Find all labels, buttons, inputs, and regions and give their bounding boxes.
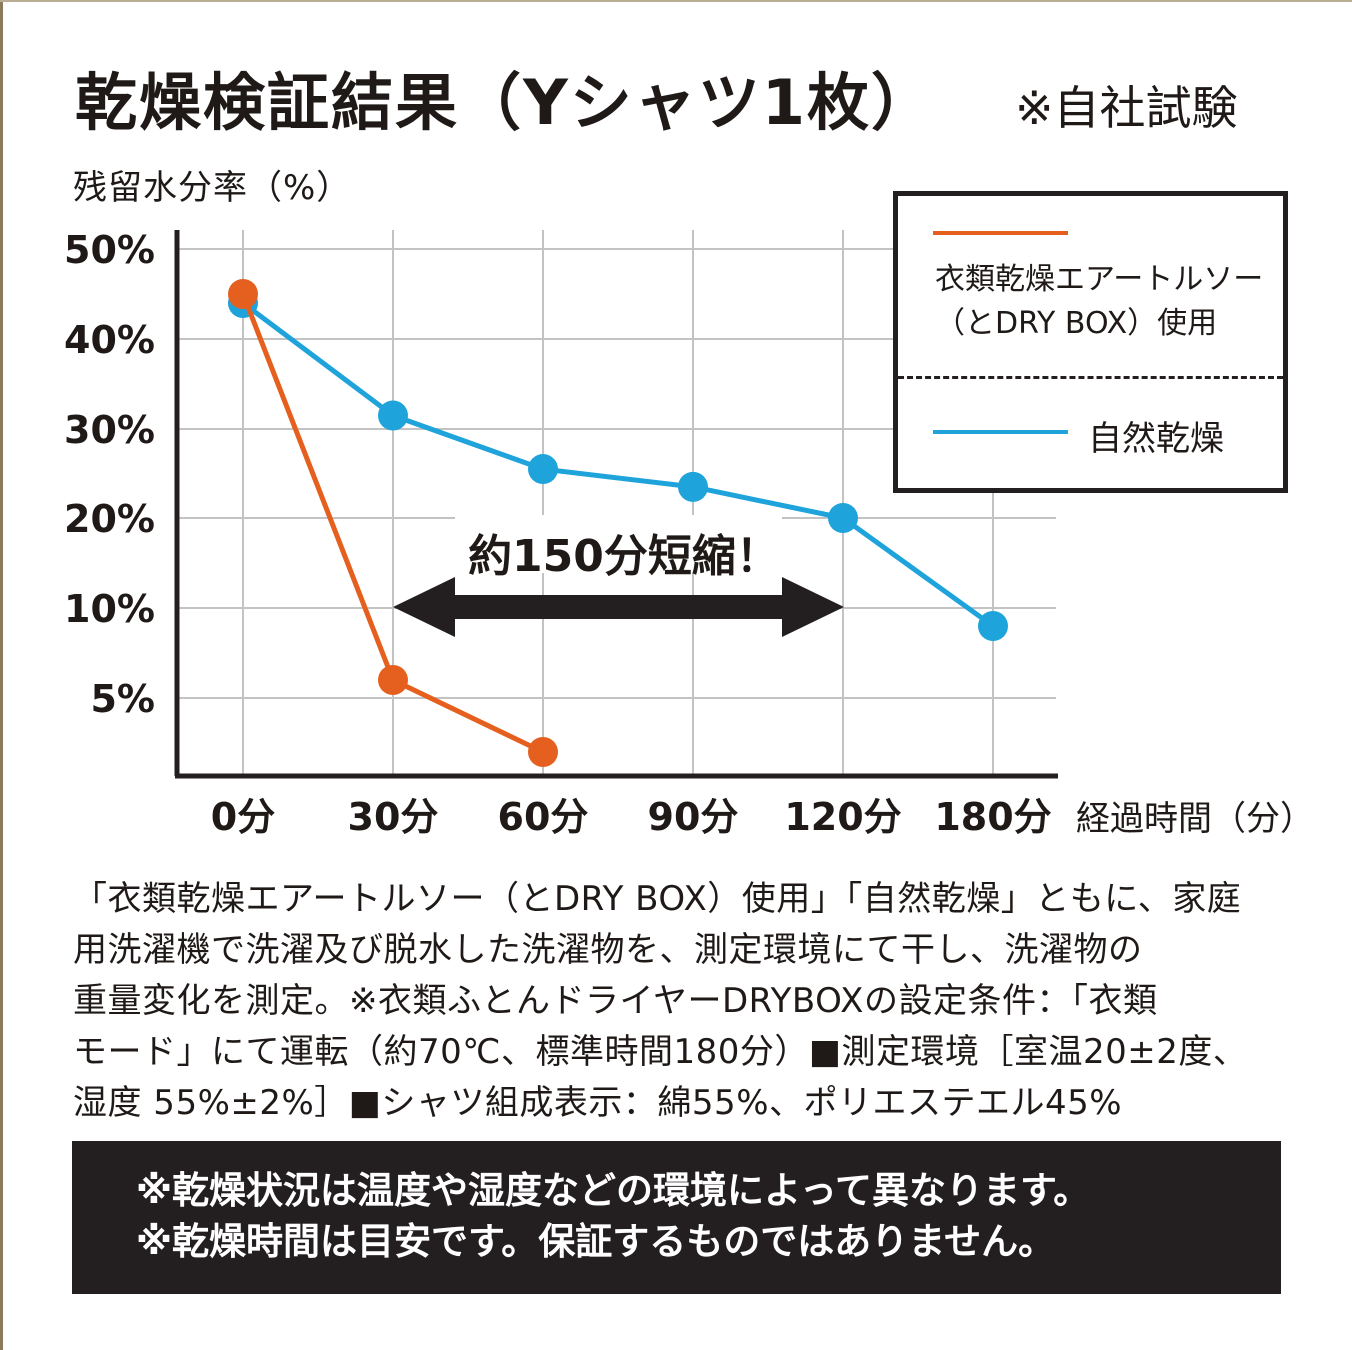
legend-divider (898, 376, 1283, 379)
data-point-natural (678, 471, 708, 502)
data-point-dry-box (228, 279, 258, 309)
description-line: 湿度 55%±2%］■シャツ組成表示：綿55%、ポリエステエル45% (73, 1083, 1123, 1123)
disclaimer-line: ※乾燥状況は温度や湿度などの環境によって異なります。 (136, 1169, 1091, 1212)
annotation-label-bg (455, 515, 782, 573)
y-axis-label: 残留水分率（%） (73, 168, 352, 208)
chart: 50% 40% 30% 20% 10% 5% 0分 30分 60分 90分 120分 180分 経過… (64, 228, 1314, 839)
x-tick-label: 60分 (498, 795, 589, 839)
frame-edge-left (0, 0, 3, 1350)
y-tick-label: 50% (64, 228, 155, 272)
disclaimer-line: ※乾燥時間は目安です。保証するものではありません。 (136, 1220, 1056, 1263)
legend-label-natural: 自然乾燥 (1088, 419, 1224, 459)
y-tick-label: 20% (64, 497, 155, 541)
y-tick-label: 40% (64, 318, 155, 362)
legend-label-dry-box: 衣類乾燥エアートルソー（とDRY BOX）使用 (935, 262, 1264, 341)
annotation-label: 約150分短縮！ (468, 531, 780, 582)
x-tick-label: 90分 (648, 795, 739, 839)
description-line: 重量変化を測定。※衣類ふとんドライヤーDRYBOXの設定条件：「衣類 (73, 981, 1158, 1021)
disclaimer-box: ※乾燥状況は温度や湿度などの環境によって異なります。 ※乾燥時間は目安です。保証… (72, 1141, 1281, 1294)
y-tick-label: 10% (64, 587, 155, 631)
data-point-natural (978, 611, 1008, 641)
x-tick-label: 180分 (934, 795, 1051, 839)
annotation-arrow (393, 577, 844, 637)
y-tick-label: 5% (90, 677, 155, 721)
series-layer (228, 279, 1008, 767)
series-line-natural (241, 301, 995, 629)
description-line: 「衣類乾燥エアートルソー（とDRY BOX）使用」「自然乾燥」ともに、家庭 (73, 879, 1242, 919)
y-tick-label: 30% (64, 408, 155, 452)
page-title: 乾燥検証結果（Yシャツ1枚） (75, 66, 936, 139)
data-point-natural (828, 503, 858, 533)
annotation-group: 約150分短縮！ (393, 515, 844, 637)
legend: 衣類乾燥エアートルソー（とDRY BOX）使用 自然乾燥 (893, 191, 1288, 493)
x-tick-label: 0分 (211, 795, 275, 839)
legend-swatch-natural (933, 430, 1068, 434)
data-point-dry-box (378, 665, 408, 695)
frame-edge-top (0, 0, 1352, 2)
y-tick-labels: 50% 40% 30% 20% 10% 5% (64, 228, 155, 721)
x-tick-labels: 0分 30分 60分 90分 120分 180分 (211, 795, 1052, 839)
legend-swatch-dry-box (933, 231, 1068, 235)
x-tick-label: 120分 (784, 795, 901, 839)
x-axis-label: 経過時間（分） (1076, 799, 1314, 839)
description: 「衣類乾燥エアートルソー（とDRY BOX）使用」「自然乾燥」ともに、家庭 用洗… (73, 874, 1288, 1129)
x-tick-label: 30分 (348, 795, 439, 839)
data-point-natural (528, 454, 558, 485)
test-note: ※自社試験 (1015, 81, 1238, 135)
description-line: 用洗濯機で洗濯及び脱水した洗濯物を、測定環境にて干し、洗濯物の (73, 930, 1143, 970)
data-point-natural (378, 400, 408, 431)
data-point-dry-box (528, 737, 558, 767)
description-line: モード」にて運転（約70℃、標準時間180分）■測定環境［室温20±2度、 (73, 1032, 1248, 1072)
